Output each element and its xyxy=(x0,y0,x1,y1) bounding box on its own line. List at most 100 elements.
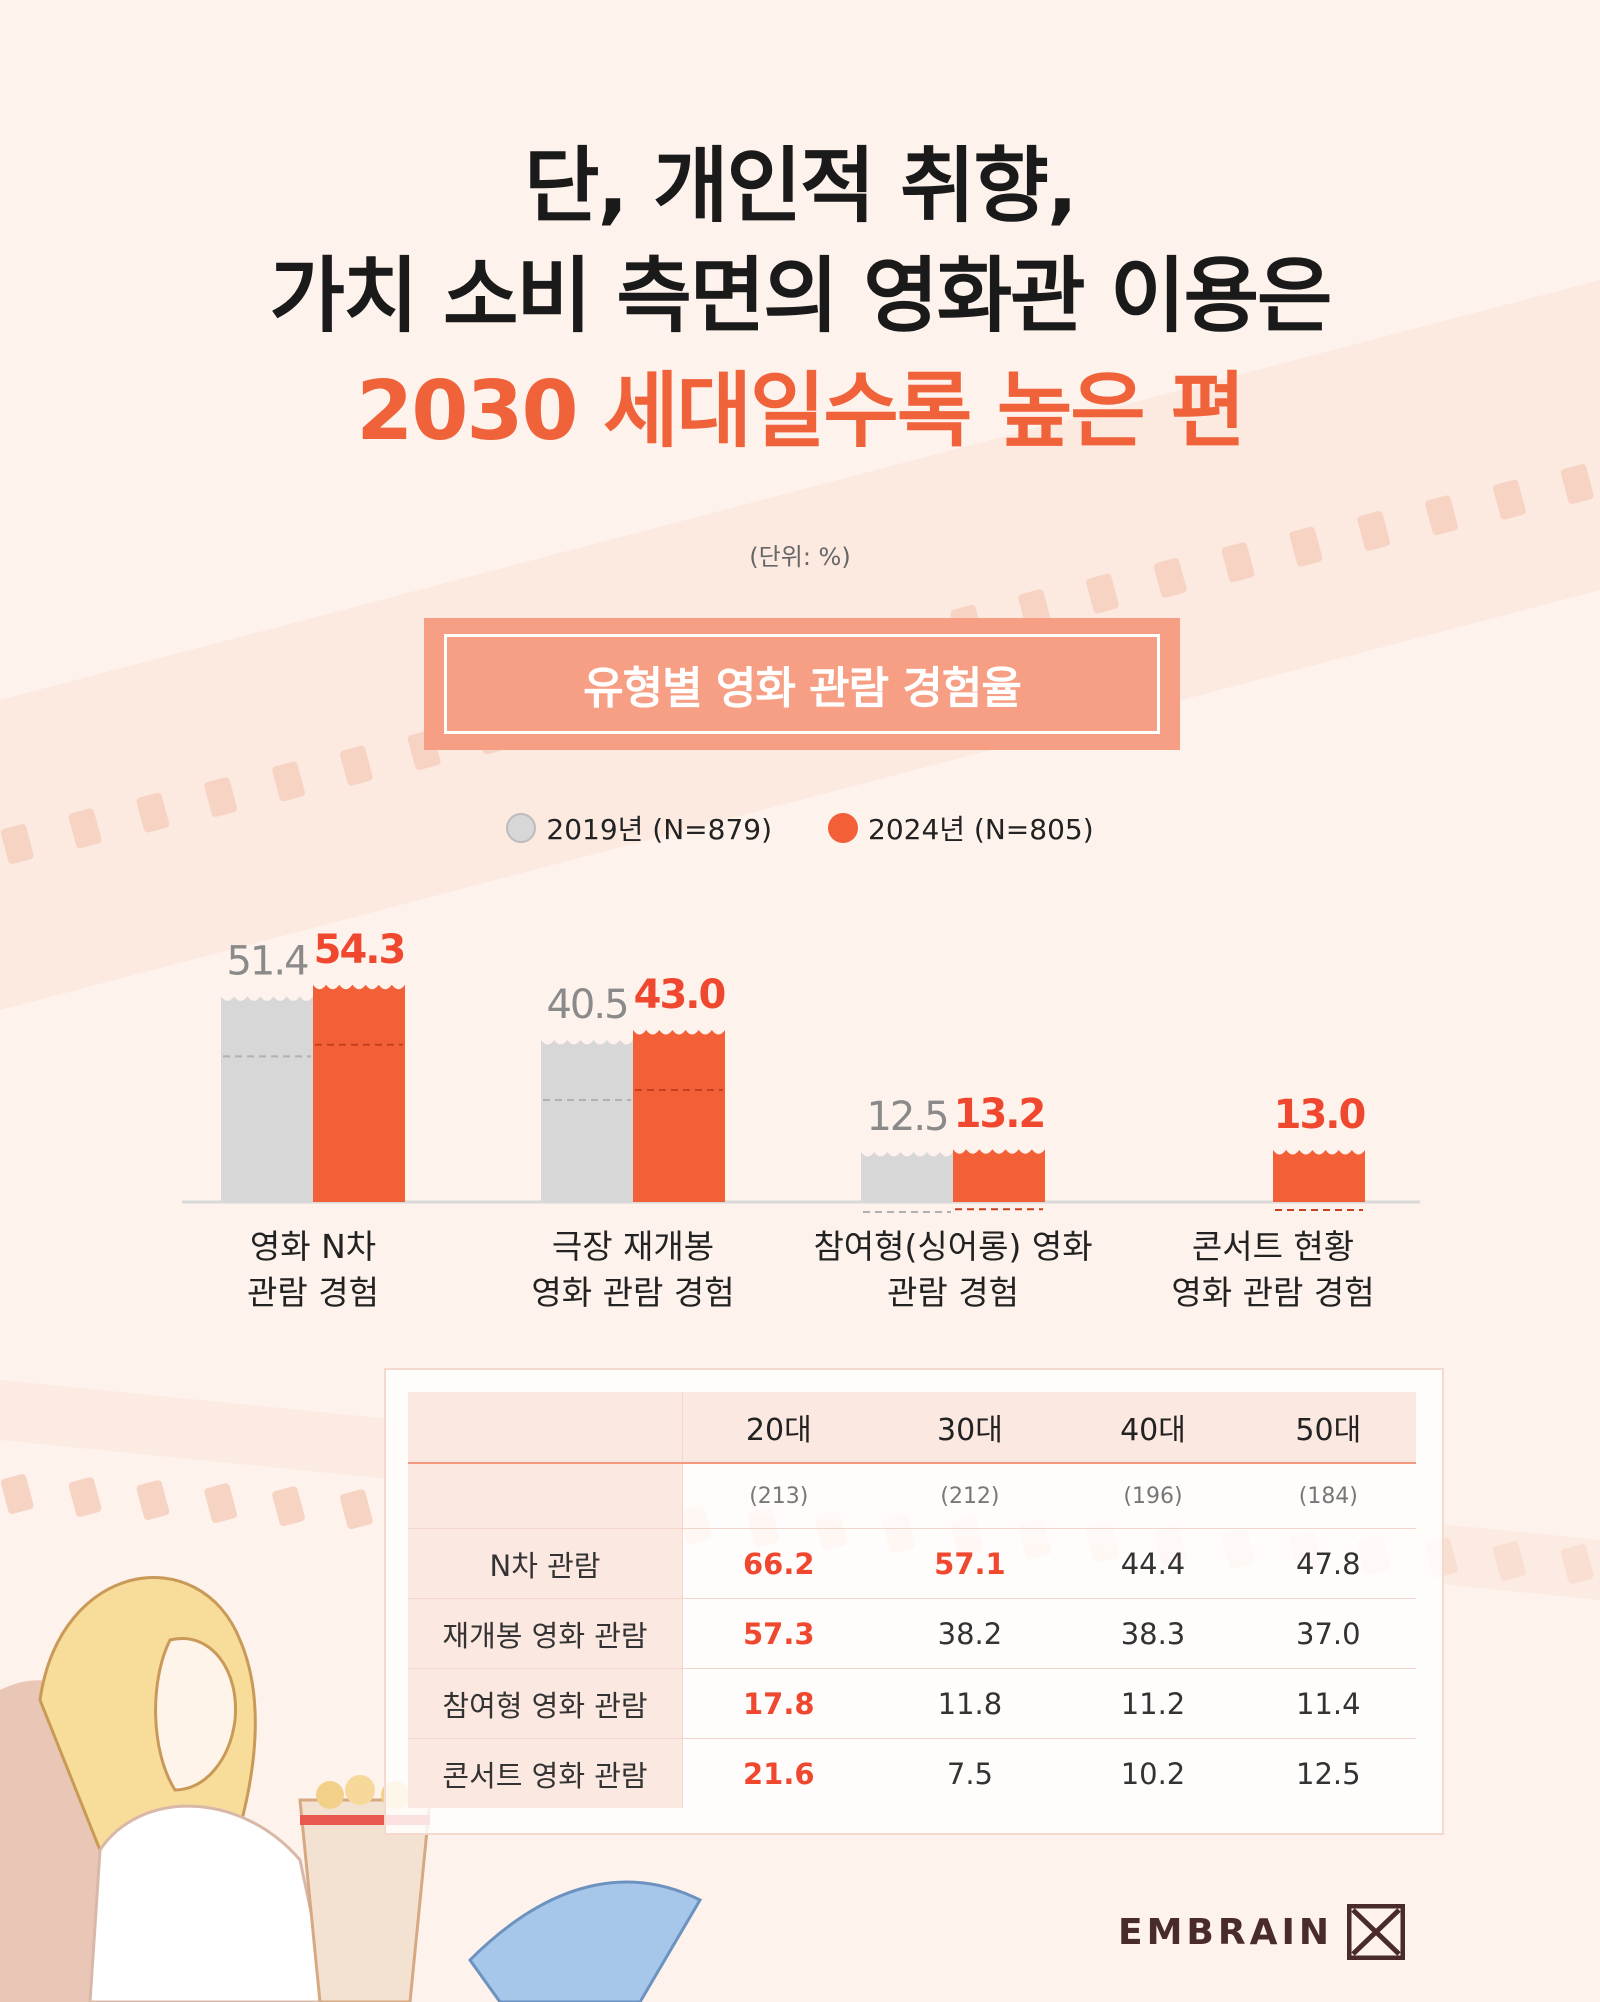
table-sample-size: (196) xyxy=(1065,1463,1241,1529)
film-hole xyxy=(272,761,305,802)
table-cell: 10.2 xyxy=(1120,1756,1186,1791)
film-hole xyxy=(340,1489,373,1530)
film-hole xyxy=(136,1480,170,1520)
table-cell: 21.6 xyxy=(743,1756,815,1791)
table-cell: 57.1 xyxy=(874,1528,1066,1599)
legend-2019-label: 2019년 (N=879) xyxy=(546,813,772,846)
table-col-header: 30대 xyxy=(874,1392,1066,1464)
table-corner xyxy=(408,1392,683,1464)
bar-2019-1 xyxy=(541,1040,633,1202)
film-hole xyxy=(0,824,34,864)
table-row-label: 재개봉 영화 관람 xyxy=(408,1598,683,1669)
film-hole xyxy=(272,1486,305,1527)
table-cell: 11.8 xyxy=(874,1668,1066,1739)
bar-2024-1 xyxy=(633,1030,725,1202)
chart-title-ticket: 유형별 영화 관람 경험율 xyxy=(424,618,1180,750)
bar-value-label: 13.2 xyxy=(954,1091,1045,1137)
embrain-logo: EMBRAIN xyxy=(1118,1904,1405,1960)
table-cell: 47.8 xyxy=(1240,1528,1416,1599)
chart-legend: 2019년 (N=879) 2024년 (N=805) xyxy=(0,808,1600,848)
table-col-header: 40대 xyxy=(1065,1392,1241,1464)
bar-2019-2 xyxy=(861,1152,953,1202)
table-cell: 66.2 xyxy=(682,1528,875,1599)
table-cell: 38.2 xyxy=(874,1598,1066,1669)
table-col-header: 20대 xyxy=(682,1392,875,1464)
category-label-line: 영화 N차 xyxy=(249,1227,377,1266)
age-table: 20대 30대 40대 50대 (213) (212) (196) (184) … xyxy=(408,1392,1416,1808)
category-label-line: 콘서트 현황 xyxy=(1191,1227,1355,1266)
bar-value-label: 51.4 xyxy=(226,938,308,984)
headline-line-2: 가치 소비 측면의 영화관 이용은 xyxy=(269,249,1333,344)
table-cell: 37.0 xyxy=(1240,1598,1416,1669)
table-row: 참여형 영화 관람 17.8 11.8 11.2 11.4 xyxy=(408,1668,1416,1739)
legend-2019-swatch xyxy=(506,813,537,843)
bar-2024-3 xyxy=(1273,1150,1365,1202)
legend-2019: 2019년 (N=879) xyxy=(506,808,772,848)
unit-label: (단위: %) xyxy=(749,543,851,571)
film-hole xyxy=(1425,495,1458,536)
category-label-line: 관람 경험 xyxy=(887,1273,1019,1312)
category-label-line: 영화 관람 경험 xyxy=(531,1273,735,1312)
film-hole xyxy=(0,1474,34,1514)
table-sample-label xyxy=(408,1463,683,1529)
table-sample-row: (213) (212) (196) (184) xyxy=(408,1463,1416,1529)
table-cell: 11.4 xyxy=(1240,1668,1416,1739)
bar-value-label: 54.3 xyxy=(314,927,405,973)
film-hole xyxy=(340,745,373,786)
table-cell: 57.3 xyxy=(682,1598,875,1669)
film-hole xyxy=(1221,542,1255,583)
table-cell: 38.3 xyxy=(1065,1598,1241,1669)
category-label-line: 관람 경험 xyxy=(247,1273,379,1312)
table-row-label: N차 관람 xyxy=(408,1528,683,1599)
film-hole xyxy=(1493,479,1526,520)
table-row: 콘서트 영화 관람 21.6 7.5 10.2 12.5 xyxy=(408,1738,1416,1808)
bar-2024-2 xyxy=(953,1149,1045,1202)
film-hole xyxy=(204,1483,238,1524)
table-cell: 12.5 xyxy=(1296,1756,1361,1791)
table-row: 재개봉 영화 관람 57.3 38.2 38.3 37.0 xyxy=(408,1598,1416,1669)
category-label-line: 참여형(싱어롱) 영화 xyxy=(813,1227,1093,1266)
table-row: N차 관람 66.2 57.1 44.4 47.8 xyxy=(408,1528,1416,1599)
film-hole xyxy=(68,808,102,849)
bar-2024-0 xyxy=(313,984,405,1202)
brand-name: EMBRAIN xyxy=(1118,1911,1333,1953)
chart-title: 유형별 영화 관람 경험율 xyxy=(583,663,1022,714)
film-hole xyxy=(68,1477,102,1517)
bar-value-label: 40.5 xyxy=(546,982,627,1028)
film-hole xyxy=(136,792,170,833)
bar-value-label: 13.0 xyxy=(1274,1092,1365,1138)
headline-line-3: 2030 세대일수록 높은 편 xyxy=(356,364,1245,459)
film-hole xyxy=(1560,464,1594,504)
film-hole xyxy=(1357,511,1391,551)
bar-2019-0 xyxy=(221,996,313,1202)
film-hole xyxy=(204,777,238,817)
table-col-header: 50대 xyxy=(1240,1392,1416,1464)
table-sample-size: (184) xyxy=(1240,1463,1416,1529)
table-cell: 11.2 xyxy=(1065,1668,1241,1739)
table-row-label: 참여형 영화 관람 xyxy=(408,1668,683,1739)
table-sample-size: (212) xyxy=(874,1463,1066,1529)
table-header-row: 20대 30대 40대 50대 xyxy=(408,1392,1416,1464)
table-cell: 17.8 xyxy=(682,1668,875,1739)
embrain-logo-icon xyxy=(1346,1904,1405,1960)
film-hole xyxy=(1153,558,1187,598)
table-row-label: 콘서트 영화 관람 xyxy=(408,1738,683,1808)
table-cell: 7.5 xyxy=(946,1756,993,1791)
legend-2024: 2024년 (N=805) xyxy=(828,808,1094,848)
legend-2024-swatch xyxy=(828,813,858,843)
bar-value-label: 12.5 xyxy=(866,1094,947,1140)
legend-2024-label: 2024년 (N=805) xyxy=(868,813,1094,846)
bar-value-label: 43.0 xyxy=(634,972,725,1018)
person-illustration xyxy=(0,1576,703,2002)
headline-line-1: 단, 개인적 취향, xyxy=(523,139,1078,234)
film-hole xyxy=(1086,573,1119,614)
category-label-line: 영화 관람 경험 xyxy=(1171,1273,1375,1312)
table-sample-size: (213) xyxy=(682,1463,875,1529)
bar-chart: 51.4 40.5 12.5 54.3 43.0 13.2 13.0 xyxy=(182,927,1420,1213)
category-label-line: 극장 재개봉 xyxy=(551,1227,715,1266)
table-cell: 44.4 xyxy=(1065,1528,1241,1599)
